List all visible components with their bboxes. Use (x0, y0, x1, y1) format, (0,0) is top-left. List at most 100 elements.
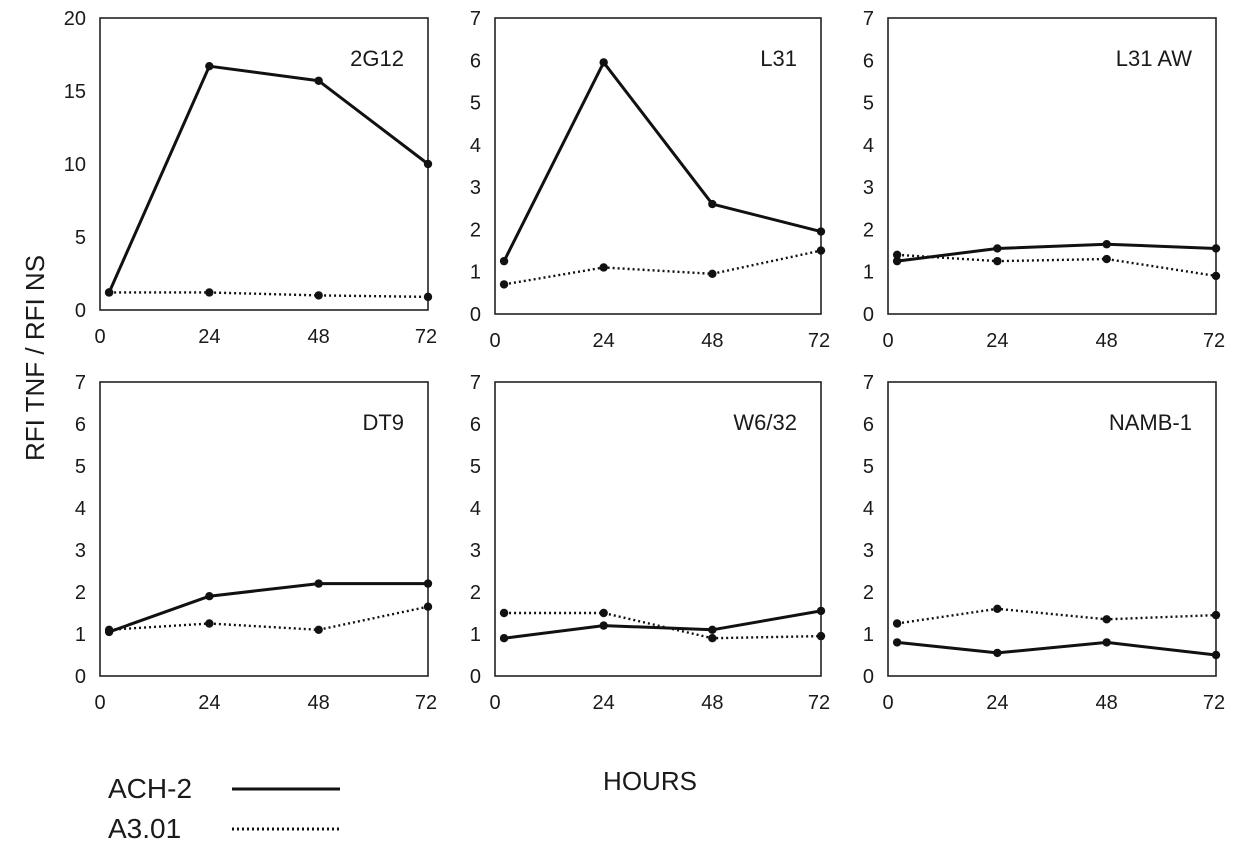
legend: ACH-2 A3.01 (108, 773, 340, 844)
series-line-a301 (503, 249, 822, 286)
x-tick-label: 0 (882, 692, 893, 714)
series-line-a301 (896, 607, 1217, 625)
y-tick-label: 5 (863, 456, 874, 478)
y-tick-label: 5 (470, 456, 481, 478)
y-tick-label: 6 (863, 50, 874, 72)
x-tick-label: 48 (1096, 692, 1118, 714)
data-point-ach2 (816, 227, 826, 236)
x-tick-label: 0 (489, 692, 500, 714)
y-tick-label: 0 (470, 666, 481, 688)
chart-panel: 0 1 2 3 4 5 6 7 0 24 48 72 L31 (470, 8, 830, 352)
data-point-ach2 (892, 256, 902, 266)
data-point-a301 (104, 288, 114, 297)
x-axis-title: HOURS (603, 766, 697, 796)
data-point-a301 (1211, 610, 1221, 620)
y-tick-label: 0 (863, 666, 874, 688)
y-tick-label: 7 (75, 372, 86, 394)
y-tick-label: 3 (863, 177, 874, 199)
plot-frame (887, 381, 1217, 677)
data-point-a301 (993, 256, 1002, 266)
panel-title: 2G12 (350, 46, 404, 71)
chart-panel: 0 1 2 3 4 5 6 7 0 24 48 72 NAMB-1 (863, 372, 1225, 714)
data-point-ach2 (708, 199, 717, 209)
chart-panel: 0 1 2 3 4 5 6 7 0 24 48 72 DT9 (75, 372, 437, 714)
series-line-ach2 (108, 582, 428, 634)
data-point-a301 (892, 619, 902, 628)
y-tick-label: 1 (863, 624, 874, 646)
data-point-ach2 (423, 579, 433, 588)
x-tick-label: 72 (1203, 330, 1225, 352)
y-tick-label: 0 (863, 304, 874, 326)
data-point-ach2 (816, 606, 826, 616)
x-tick-label: 24 (593, 692, 615, 714)
y-tick-label: 5 (75, 227, 86, 249)
data-point-ach2 (499, 256, 509, 266)
y-tick-label: 2 (863, 219, 874, 241)
data-point-a301 (892, 250, 902, 259)
y-tick-label: 0 (470, 304, 481, 326)
series-line-ach2 (502, 60, 822, 262)
data-point-a301 (499, 280, 509, 289)
x-tick-label: 0 (94, 326, 105, 348)
y-tick-label: 5 (75, 456, 86, 478)
series-line-a301 (897, 253, 1217, 278)
data-point-ach2 (314, 76, 323, 85)
x-tick-label: 24 (198, 692, 220, 714)
x-tick-label: 48 (701, 692, 723, 714)
data-point-a301 (205, 619, 214, 628)
x-tick-label: 48 (701, 330, 723, 352)
data-point-a301 (314, 291, 323, 300)
data-point-ach2 (1102, 240, 1111, 249)
data-point-ach2 (1102, 638, 1111, 647)
data-point-a301 (499, 608, 509, 618)
series-line-ach2 (896, 242, 1217, 263)
x-tick-label: 72 (415, 692, 437, 714)
legend-label-ach2: ACH-2 (108, 773, 192, 804)
y-tick-label: 10 (64, 154, 86, 176)
chart-panel: 0 1 2 3 4 5 6 7 0 24 48 72 L31 AW (863, 8, 1225, 352)
x-tick-label: 48 (308, 326, 330, 348)
y-tick-label: 4 (75, 498, 86, 520)
y-tick-label: 6 (75, 414, 86, 436)
y-tick-label: 1 (470, 262, 481, 284)
chart-panel: 0 1 2 3 4 5 6 7 0 24 48 72 W6/32 (470, 372, 830, 714)
data-point-ach2 (599, 58, 608, 67)
x-tick-label: 24 (593, 330, 615, 352)
data-point-ach2 (205, 61, 214, 71)
y-tick-label: 15 (64, 81, 86, 103)
data-point-a301 (599, 263, 608, 272)
panel-title: W6/32 (733, 410, 797, 435)
legend-label-a301: A3.01 (108, 813, 181, 842)
x-tick-label: 0 (94, 692, 105, 714)
y-tick-label: 5 (863, 93, 874, 115)
panel-title: L31 (760, 46, 797, 71)
data-point-a301 (423, 602, 433, 611)
x-tick-label: 48 (1096, 330, 1118, 352)
plot-frame (494, 381, 822, 677)
y-tick-label: 6 (863, 414, 874, 436)
x-tick-label: 72 (808, 692, 830, 714)
x-tick-label: 24 (198, 326, 220, 348)
data-point-a301 (599, 608, 608, 618)
series-line-a301 (109, 291, 429, 299)
series-line-ach2 (107, 64, 429, 294)
panel-title: DT9 (362, 410, 404, 435)
x-tick-label: 24 (986, 692, 1008, 714)
plot-frame (99, 381, 429, 677)
data-point-ach2 (993, 244, 1002, 253)
y-tick-label: 7 (470, 372, 481, 394)
data-point-a301 (1211, 271, 1221, 281)
y-tick-label: 4 (470, 135, 481, 157)
data-point-ach2 (708, 625, 717, 634)
x-tick-label: 24 (986, 330, 1008, 352)
plot-frame (494, 17, 822, 315)
y-tick-label: 3 (75, 540, 86, 562)
y-tick-label: 6 (470, 414, 481, 436)
data-point-ach2 (1211, 650, 1221, 660)
data-point-a301 (816, 631, 826, 641)
y-tick-label: 2 (470, 582, 481, 604)
y-tick-label: 3 (863, 540, 874, 562)
series-line-a301 (109, 605, 429, 631)
y-tick-label: 20 (64, 8, 86, 30)
